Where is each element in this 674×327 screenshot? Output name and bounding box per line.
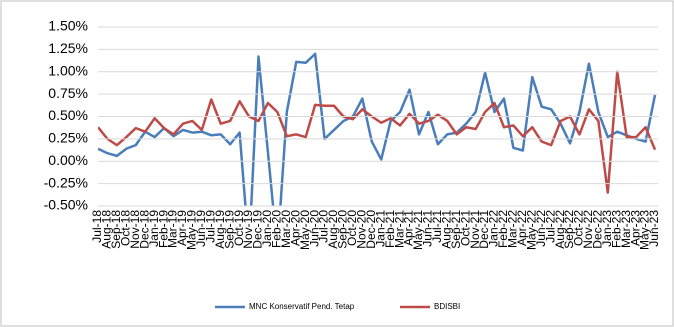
x-tick-label: Dec-21 [477,210,491,249]
y-tick-label: 1.50% [48,18,88,34]
x-tick-label: Jun-20 [307,210,321,247]
x-tick-label: Aug-18 [100,210,114,249]
x-tick-label: Aug-21 [439,210,453,249]
x-tick-label: Aug-19 [213,210,227,249]
y-tick-label: -0.50% [44,197,88,213]
x-tick-label: Sep-20 [336,210,350,249]
y-tick-label: 0.75% [48,85,88,101]
x-tick-label: Sep-21 [449,210,463,249]
x-tick-label: May-22 [524,210,538,250]
x-tick-label: Jul-21 [430,210,444,243]
x-tick-label: Mar-19 [166,210,180,248]
x-tick-label: Mar-23 [619,210,633,248]
x-tick-label: Aug-22 [553,210,567,249]
x-tick-label: Jan-23 [600,210,614,247]
x-tick-label: Nov-22 [581,210,595,249]
x-tick-label: Jun-19 [194,210,208,247]
x-tick-label: Feb-22 [496,210,510,248]
x-tick-label: May-23 [638,210,652,250]
x-tick-label: Mar-21 [392,210,406,248]
x-tick-label: Jan-20 [260,210,274,247]
x-tick-label: Feb-20 [270,210,284,248]
x-tick-label: Nov-21 [468,210,482,249]
x-tick-label: Dec-19 [251,210,265,249]
y-tick-label: 0.50% [48,107,88,123]
x-tick-label: Feb-19 [156,210,170,248]
y-tick-label: -0.25% [44,174,88,190]
y-tick-label: 1.00% [48,62,88,78]
x-tick-label: Nov-19 [241,210,255,249]
x-tick-label: Dec-18 [137,210,151,249]
legend-label: MNC Konservatif Pend. Tetap [249,302,355,311]
series-line [98,70,657,194]
x-tick-label: Jun-22 [534,210,548,247]
x-tick-label: May-19 [185,210,199,250]
x-tick-label: Jul-20 [317,210,331,243]
x-tick-label: Jan-21 [373,210,387,247]
x-tick-label: Jul-19 [203,210,217,243]
x-tick-label: Apr-23 [628,210,642,246]
x-tick-label: Jul-22 [543,210,557,243]
y-tick-label: 0.25% [48,130,88,146]
x-tick-label: Feb-23 [609,210,623,248]
x-tick-label: Jun-23 [647,210,661,247]
x-tick-label: Nov-18 [128,210,142,249]
x-tick-label: Mar-22 [506,210,520,248]
x-tick-label: May-21 [411,210,425,250]
x-tick-label: Jul-18 [90,210,104,243]
x-tick-label: Sep-19 [222,210,236,249]
y-tick-label: 0.00% [48,152,88,168]
x-tick-label: Sep-22 [562,210,576,249]
x-tick-label: Jan-22 [487,210,501,247]
x-tick-label: Apr-19 [175,210,189,246]
series-line [98,52,657,206]
x-tick-label: May-20 [298,210,312,250]
x-tick-label: Apr-22 [515,210,529,246]
legend-label: BDISBI [434,302,460,311]
x-tick-label: Oct-18 [118,210,132,246]
y-tick-label: 1.25% [48,40,88,56]
x-tick-label: Nov-20 [355,210,369,249]
x-tick-label: Jun-21 [421,210,435,247]
x-tick-label: Apr-20 [288,210,302,246]
plot-area [98,52,657,206]
x-tick-label: Feb-21 [383,210,397,248]
x-tick-label: Dec-20 [364,210,378,249]
x-tick-label: Oct-21 [458,210,472,246]
x-tick-label: Oct-19 [232,210,246,246]
x-tick-label: Aug-20 [326,210,340,249]
x-tick-label: Mar-20 [279,210,293,248]
x-tick-label: Dec-22 [591,210,605,249]
x-tick-label: Oct-20 [345,210,359,246]
x-tick-label: Jan-19 [147,210,161,247]
x-tick-label: Oct-22 [572,210,586,246]
x-tick-label: Sep-18 [109,210,123,249]
x-tick-label: Apr-21 [402,210,416,246]
